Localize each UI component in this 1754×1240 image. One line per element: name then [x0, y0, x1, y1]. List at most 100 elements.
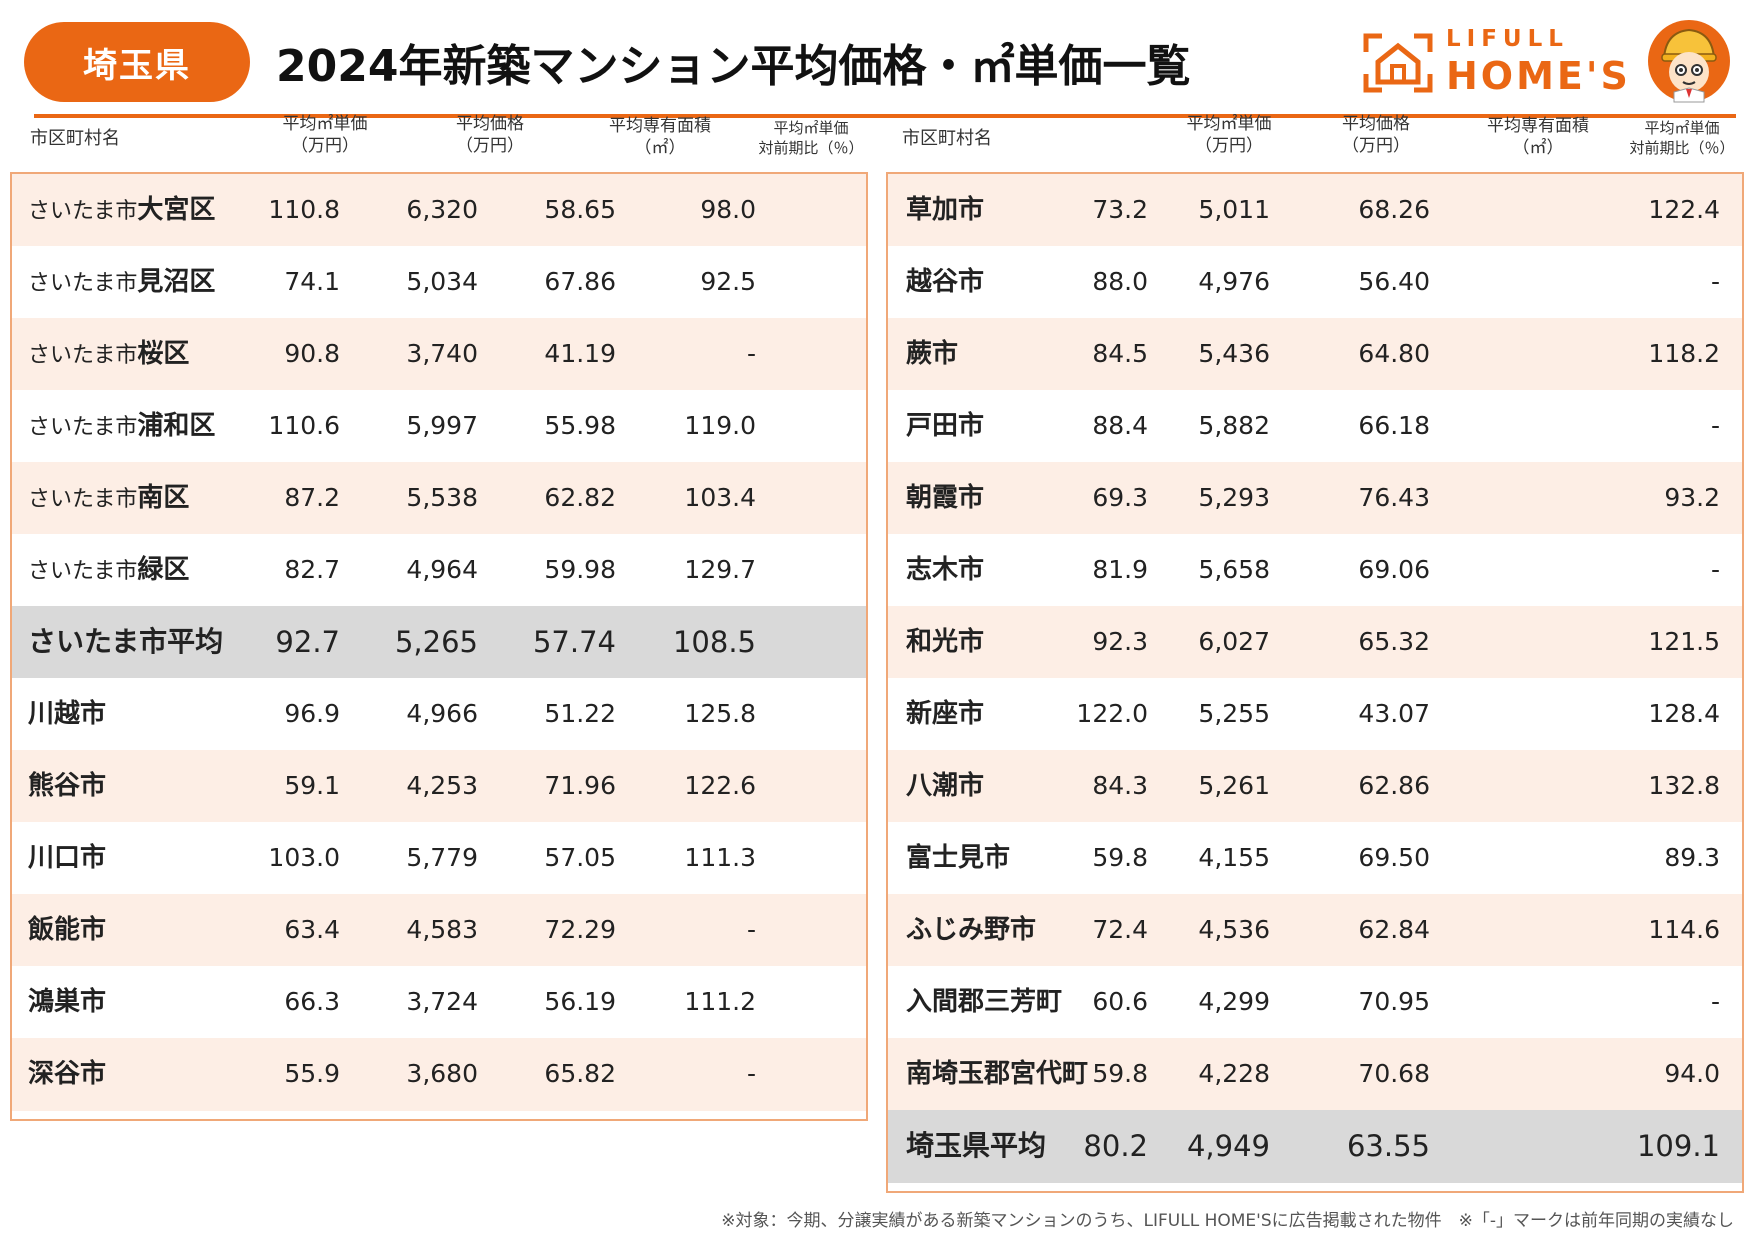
price-cell: 6,320: [406, 195, 478, 224]
yoy-cell: -: [1710, 987, 1720, 1016]
unit-price-cell: 110.6: [268, 411, 340, 440]
yoy-cell: 119.0: [684, 411, 756, 440]
unit-price-cell: 90.8: [284, 339, 340, 368]
yoy-cell: -: [1710, 267, 1720, 296]
logo-homes-text: HOME'S: [1446, 54, 1631, 98]
unit-price-cell: 59.8: [1092, 843, 1148, 872]
municipality-label: 南区: [137, 483, 190, 513]
price-cell: 5,255: [1198, 699, 1270, 728]
municipality-name: 飯能市: [28, 894, 106, 966]
table-row: さいたま市浦和区 110.6 5,997 55.98 119.0: [12, 390, 866, 463]
price-cell: 5,658: [1198, 555, 1270, 584]
municipality-label: 緑区: [137, 555, 190, 585]
area-cell: 43.07: [1358, 699, 1430, 728]
right-header-name: 市区町村名: [902, 128, 992, 149]
table-row: 熊谷市 59.1 4,253 71.96 122.6: [12, 750, 866, 823]
municipality-name: 草加市: [906, 174, 984, 246]
table-row: 和光市 92.3 6,027 65.32 121.5: [888, 606, 1742, 679]
table-row: さいたま市桜区 90.8 3,740 41.19 -: [12, 318, 866, 391]
prefecture-label: 埼玉県: [83, 45, 191, 86]
unit-price-cell: 110.8: [268, 195, 340, 224]
municipality-name: 鴻巣市: [28, 966, 106, 1038]
municipality-name: さいたま市緑区: [28, 534, 189, 606]
area-cell: 70.68: [1358, 1059, 1430, 1088]
area-cell: 62.82: [544, 483, 616, 512]
municipality-label: 草加市: [906, 195, 985, 225]
table-row: 新座市 122.0 5,255 43.07 128.4: [888, 678, 1742, 751]
municipality-label: 大宮区: [137, 195, 216, 225]
unit-price-cell: 81.9: [1092, 555, 1148, 584]
right-header-price: 平均価格 （万円）: [1342, 114, 1410, 156]
price-cell: 4,583: [406, 915, 478, 944]
yoy-cell: 114.6: [1648, 915, 1720, 944]
municipality-name: 新座市: [906, 678, 984, 750]
municipality-label: 朝霞市: [906, 483, 985, 513]
municipality-name: 南埼玉郡宮代町: [906, 1038, 1088, 1110]
municipality-label: 桜区: [137, 339, 190, 369]
municipality-label: 鴻巣市: [28, 987, 107, 1017]
unit-price-cell: 69.3: [1092, 483, 1148, 512]
price-cell: 3,740: [406, 339, 478, 368]
unit-price-cell: 55.9: [284, 1059, 340, 1088]
municipality-name: さいたま市大宮区: [28, 174, 215, 246]
price-cell: 4,964: [406, 555, 478, 584]
left-price-table: さいたま市大宮区 110.8 6,320 58.65 98.0 さいたま市見沼区 74.1 5…: [10, 172, 868, 1121]
left-header-name: 市区町村名: [30, 128, 120, 149]
municipality-label: 埼玉県平均: [906, 1129, 1047, 1162]
municipality-prefix: さいたま市: [28, 199, 138, 224]
yoy-cell: 94.0: [1664, 1059, 1720, 1088]
municipality-name: 埼玉県平均: [906, 1110, 1046, 1182]
yoy-cell: 111.2: [684, 987, 756, 1016]
price-cell: 6,027: [1198, 627, 1270, 656]
yoy-cell: 122.4: [1648, 195, 1720, 224]
yoy-cell: 118.2: [1648, 339, 1720, 368]
area-cell: 57.05: [544, 843, 616, 872]
table-row: 飯能市 63.4 4,583 72.29 -: [12, 894, 866, 967]
lifull-homes-logo: LIFULL HOME'S: [1362, 20, 1742, 110]
yoy-cell: 111.3: [684, 843, 756, 872]
yoy-cell: -: [746, 339, 756, 368]
table-row: 蕨市 84.5 5,436 64.80 118.2: [888, 318, 1742, 391]
yoy-cell: 108.5: [672, 625, 756, 659]
table-row: さいたま市大宮区 110.8 6,320 58.65 98.0: [12, 174, 866, 247]
municipality-name: 越谷市: [906, 246, 984, 318]
unit-price-cell: 88.4: [1092, 411, 1148, 440]
footnote: ※対象：今期、分譲実績がある新築マンションのうち、LIFULL HOME'Sに広…: [721, 1211, 1734, 1231]
municipality-label: 富士見市: [906, 843, 1011, 873]
municipality-label: 志木市: [906, 555, 985, 585]
left-header-unit-price: 平均㎡単価 （万円）: [282, 114, 368, 156]
municipality-label: 見沼区: [137, 267, 216, 297]
price-cell: 5,265: [394, 625, 478, 659]
area-cell: 66.18: [1358, 411, 1430, 440]
left-header-yoy: 平均㎡単価 対前期比（％）: [758, 119, 864, 157]
table-row: 南埼玉郡宮代町 59.8 4,228 70.68 94.0: [888, 1038, 1742, 1111]
yoy-cell: 98.0: [700, 195, 756, 224]
unit-price-cell: 59.1: [284, 771, 340, 800]
municipality-name: 蕨市: [906, 318, 958, 390]
price-cell: 5,779: [406, 843, 478, 872]
yoy-cell: 89.3: [1664, 843, 1720, 872]
municipality-name: 八潮市: [906, 750, 984, 822]
area-cell: 65.82: [544, 1059, 616, 1088]
yoy-cell: 109.1: [1636, 1129, 1720, 1163]
price-cell: 4,155: [1198, 843, 1270, 872]
area-cell: 71.96: [544, 771, 616, 800]
yoy-cell: 92.5: [700, 267, 756, 296]
unit-price-cell: 84.3: [1092, 771, 1148, 800]
yoy-cell: 122.6: [684, 771, 756, 800]
price-cell: 5,882: [1198, 411, 1270, 440]
municipality-prefix: さいたま市: [28, 559, 138, 584]
area-cell: 59.98: [544, 555, 616, 584]
price-cell: 4,299: [1198, 987, 1270, 1016]
price-cell: 5,034: [406, 267, 478, 296]
price-cell: 4,228: [1198, 1059, 1270, 1088]
unit-price-cell: 87.2: [284, 483, 340, 512]
table-row: 八潮市 84.3 5,261 62.86 132.8: [888, 750, 1742, 823]
area-cell: 55.98: [544, 411, 616, 440]
municipality-label: 八潮市: [906, 771, 985, 801]
unit-price-cell: 59.8: [1092, 1059, 1148, 1088]
table-row: 越谷市 88.0 4,976 56.40 -: [888, 246, 1742, 319]
municipality-name: さいたま市南区: [28, 462, 189, 534]
municipality-name: さいたま市浦和区: [28, 390, 215, 462]
average-row: 埼玉県平均 80.2 4,949 63.55 109.1: [888, 1110, 1742, 1183]
